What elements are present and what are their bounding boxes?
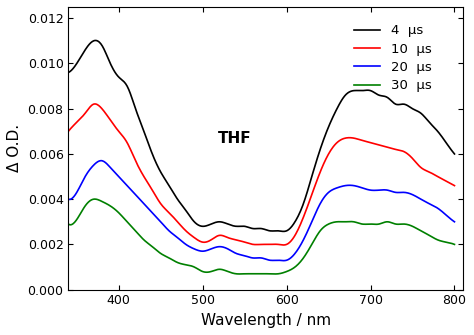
Y-axis label: Δ O.D.: Δ O.D.: [7, 124, 22, 172]
30  μs: [452, 243, 457, 247]
30  μs: [276, 272, 282, 276]
30  μs: [250, 272, 256, 276]
10  μs: [92, 102, 98, 106]
20  μs: [281, 259, 286, 263]
4  μs: [383, 95, 389, 99]
30  μs: [253, 272, 258, 276]
Line: 10  μs: 10 μs: [68, 104, 455, 245]
4  μs: [250, 226, 255, 230]
10  μs: [281, 243, 286, 247]
30  μs: [237, 272, 242, 276]
10  μs: [250, 242, 255, 246]
4  μs: [252, 227, 258, 231]
10  μs: [252, 243, 258, 247]
20  μs: [275, 258, 281, 262]
20  μs: [383, 188, 389, 192]
30  μs: [92, 197, 98, 201]
4  μs: [92, 39, 98, 43]
30  μs: [65, 222, 71, 226]
4  μs: [452, 152, 457, 156]
10  μs: [275, 243, 281, 247]
4  μs: [275, 229, 281, 233]
4  μs: [444, 142, 449, 146]
10  μs: [65, 129, 71, 133]
4  μs: [65, 71, 71, 75]
20  μs: [444, 214, 449, 218]
Text: THF: THF: [218, 131, 252, 146]
20  μs: [65, 197, 71, 201]
10  μs: [444, 180, 449, 184]
Legend: 4  μs, 10  μs, 20  μs, 30  μs: 4 μs, 10 μs, 20 μs, 30 μs: [348, 19, 437, 97]
20  μs: [452, 220, 457, 224]
20  μs: [250, 256, 255, 260]
4  μs: [297, 211, 302, 215]
10  μs: [297, 224, 302, 228]
10  μs: [383, 145, 389, 149]
4  μs: [281, 229, 286, 233]
Line: 20  μs: 20 μs: [68, 161, 455, 261]
Line: 4  μs: 4 μs: [68, 41, 455, 231]
10  μs: [452, 184, 457, 188]
X-axis label: Wavelength / nm: Wavelength / nm: [201, 313, 331, 328]
Line: 30  μs: 30 μs: [68, 199, 455, 274]
30  μs: [297, 261, 302, 265]
30  μs: [383, 220, 389, 224]
30  μs: [444, 240, 449, 244]
20  μs: [252, 256, 258, 260]
20  μs: [98, 159, 104, 163]
20  μs: [297, 245, 302, 249]
